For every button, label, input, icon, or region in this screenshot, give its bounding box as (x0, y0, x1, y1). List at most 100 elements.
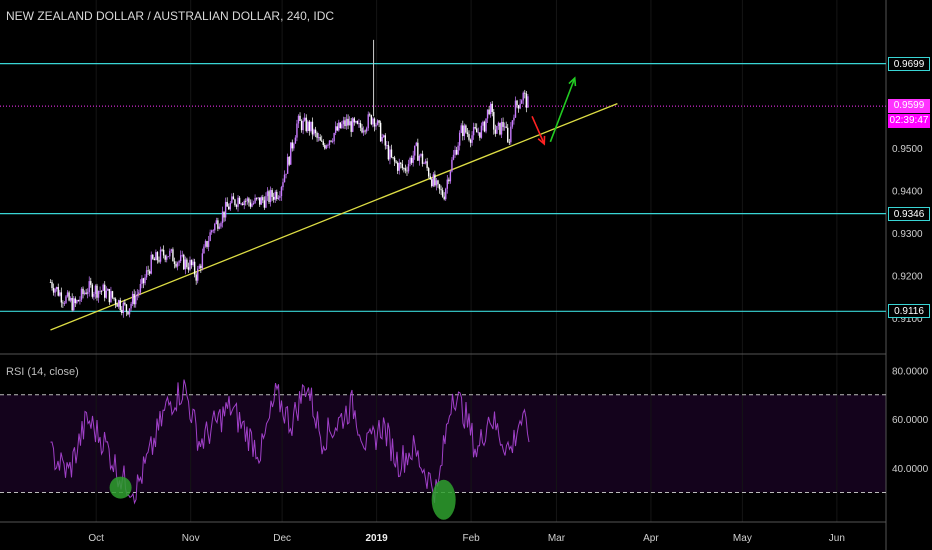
candle-body (107, 289, 109, 291)
candle-body (491, 103, 493, 112)
candle-body (493, 111, 495, 130)
candle-body (235, 205, 238, 207)
candle-body (445, 188, 447, 200)
candle-body (193, 261, 196, 275)
candle-body (314, 129, 317, 134)
candle-body (293, 143, 295, 149)
candle-body (172, 249, 174, 262)
candle-body (333, 132, 335, 142)
candle-body (372, 118, 374, 125)
candle-body (145, 270, 148, 278)
candle-body (448, 179, 450, 182)
trendline-layer[interactable] (50, 102, 618, 331)
candle-body (100, 290, 103, 292)
candle-body (190, 260, 193, 266)
candle-body (463, 125, 466, 137)
candle-body (212, 230, 214, 232)
rsi-marker-circle[interactable] (431, 479, 456, 520)
candle-body (49, 281, 52, 283)
candle-body (480, 125, 483, 138)
candle-body (341, 124, 343, 129)
candle-body (472, 127, 475, 136)
candle-body (268, 191, 270, 203)
candle-body (435, 180, 438, 186)
candle-body (55, 287, 58, 290)
candle-body (204, 241, 207, 247)
candle-body (415, 142, 417, 146)
time-axis[interactable]: Oct Nov Dec 2019 Feb Mar Apr May Jun (88, 533, 845, 544)
candle-body (228, 206, 230, 210)
time-tick-label: Apr (643, 533, 659, 544)
rsi-axis[interactable]: 80.0000 60.0000 40.0000 (892, 366, 929, 475)
candle-body (224, 201, 227, 218)
candle-body (234, 199, 236, 206)
price-badge: 0.9699 (888, 56, 930, 71)
rsi-marker-circle[interactable] (109, 476, 132, 499)
candle-body (215, 220, 218, 224)
candle-body (158, 260, 160, 262)
candle-body (334, 126, 337, 133)
candle-body (342, 120, 345, 125)
candle-body (65, 296, 67, 304)
candle-body (229, 202, 231, 210)
candle-body (97, 290, 100, 298)
candle-body (203, 246, 205, 254)
rsi-tick-label: 40.0000 (892, 464, 929, 475)
candle-body (136, 294, 138, 296)
candle-body (338, 122, 340, 131)
candle-body (54, 289, 56, 293)
candle-body (319, 137, 321, 141)
candle-body (131, 293, 134, 304)
candle-body (457, 145, 459, 155)
chart-title: NEW ZEALAND DOLLAR / AUSTRALIAN DOLLAR, … (6, 9, 335, 23)
candle-body (390, 149, 393, 158)
candle-body (218, 226, 221, 229)
candle-body (59, 292, 61, 296)
candle-body (358, 122, 360, 124)
price-axis[interactable]: 0.9500 0.9400 0.9300 0.9200 0.9100 (892, 144, 923, 325)
candle-body (231, 196, 233, 203)
candle-body (400, 162, 402, 165)
candle-body (280, 187, 283, 197)
candle-body (392, 157, 394, 159)
candle-body (141, 278, 143, 284)
arrows-layer[interactable] (531, 76, 577, 146)
candle-body (170, 249, 173, 251)
candle-body (406, 170, 408, 172)
candle-body (524, 92, 526, 94)
candles-layer (49, 39, 529, 318)
candle-body (396, 162, 399, 171)
candle-body (328, 140, 331, 145)
arrow-down[interactable] (531, 116, 546, 146)
candle-body (232, 196, 235, 200)
time-tick-label: Feb (462, 533, 480, 544)
candle-body (347, 118, 349, 126)
candle-body (105, 290, 107, 298)
candle-body (161, 249, 163, 251)
candle-body (426, 161, 428, 169)
candle-body (108, 289, 111, 303)
horizontal-levels[interactable] (0, 63, 886, 312)
rsi-indicator-label[interactable]: RSI (14, close) (6, 366, 79, 378)
candle-body (486, 109, 489, 119)
candle-body (311, 121, 314, 135)
trendline[interactable] (50, 102, 618, 331)
candle-body (322, 141, 324, 145)
candle-body (494, 129, 497, 134)
candle-body (373, 118, 376, 127)
candle-body (514, 100, 517, 118)
candle-body (254, 197, 256, 203)
candle-body (398, 162, 400, 171)
candle-body (248, 198, 250, 203)
candle-body (458, 132, 461, 146)
candle-body (370, 115, 373, 125)
candle-body (186, 259, 188, 268)
arrow-up[interactable] (549, 76, 577, 143)
candle-body (420, 153, 422, 156)
candle-body (424, 161, 427, 164)
candle-body (241, 203, 244, 205)
candle-body (121, 309, 123, 313)
candle-body (519, 103, 521, 109)
candle-body (130, 303, 132, 309)
